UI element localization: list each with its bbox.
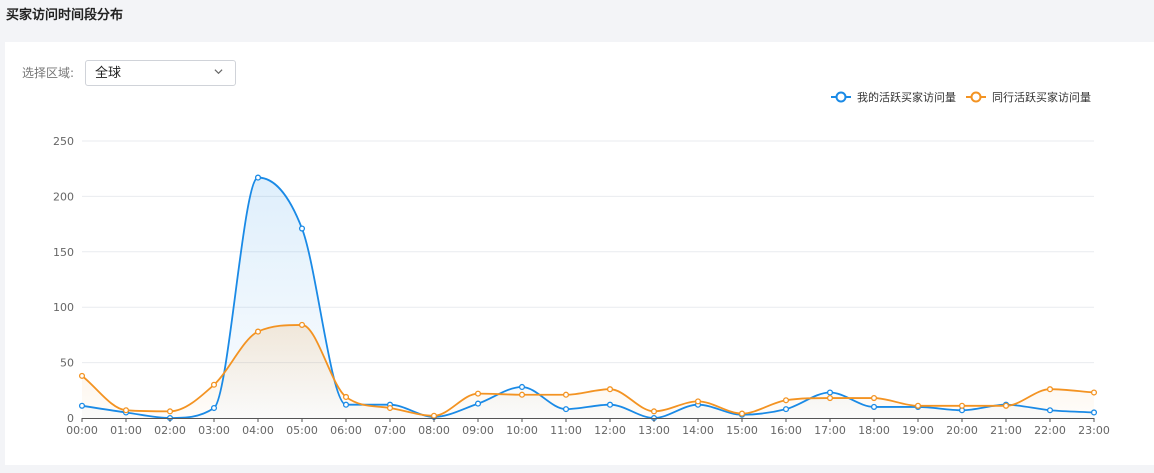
x-tick-label: 20:00 <box>946 424 978 437</box>
legend-circle-icon <box>835 91 847 103</box>
data-point[interactable] <box>298 225 306 232</box>
data-point[interactable] <box>606 401 614 408</box>
region-select-value: 全球 <box>95 66 122 81</box>
x-tick-label: 22:00 <box>1034 424 1066 437</box>
y-tick-label: 0 <box>67 412 74 425</box>
x-tick-label: 23:00 <box>1078 424 1110 437</box>
data-point[interactable] <box>914 402 922 409</box>
data-point[interactable] <box>474 390 482 397</box>
data-point[interactable] <box>606 386 614 393</box>
legend-label: 同行活跃买家访问量 <box>992 90 1091 104</box>
y-tick-label: 250 <box>53 135 74 148</box>
x-tick-label: 14:00 <box>682 424 714 437</box>
data-point[interactable] <box>342 401 350 408</box>
data-point[interactable] <box>474 400 482 407</box>
data-point[interactable] <box>1046 386 1054 393</box>
x-tick-label: 09:00 <box>462 424 494 437</box>
region-filter-label: 选择区域: <box>22 66 75 80</box>
x-tick-label: 04:00 <box>242 424 274 437</box>
x-tick-label: 17:00 <box>814 424 846 437</box>
x-tick-label: 00:00 <box>66 424 98 437</box>
data-point[interactable] <box>298 321 306 328</box>
data-point[interactable] <box>78 372 86 379</box>
data-point[interactable] <box>782 406 790 413</box>
data-point[interactable] <box>254 174 262 181</box>
data-point[interactable] <box>210 404 218 412</box>
y-tick-label: 100 <box>53 301 74 314</box>
data-point[interactable] <box>826 395 834 402</box>
data-point[interactable] <box>826 389 834 396</box>
data-point[interactable] <box>386 404 394 412</box>
series-area-2 <box>82 324 1094 418</box>
x-tick-label: 06:00 <box>330 424 362 437</box>
x-tick-label: 07:00 <box>374 424 406 437</box>
x-tick-label: 19:00 <box>902 424 934 437</box>
x-tick-label: 18:00 <box>858 424 890 437</box>
data-point[interactable] <box>78 402 86 409</box>
chart-panel: 选择区域: 全球 0 50 100 150 200 250 00:00 01:00 02:00 0… <box>5 42 1154 465</box>
y-tick-label: 150 <box>53 246 74 259</box>
data-point[interactable] <box>870 395 878 402</box>
data-point[interactable] <box>518 391 526 398</box>
x-tick-label: 12:00 <box>594 424 626 437</box>
data-point[interactable] <box>958 402 966 409</box>
data-point[interactable] <box>518 383 526 391</box>
x-tick-label: 05:00 <box>286 424 318 437</box>
data-point[interactable] <box>870 403 878 410</box>
x-tick-label: 02:00 <box>154 424 186 437</box>
legend-item-1[interactable]: 我的活跃买家访问量 <box>831 90 956 104</box>
data-point[interactable] <box>430 412 438 419</box>
x-tick-label: 11:00 <box>550 424 582 437</box>
data-point[interactable] <box>1090 389 1098 396</box>
data-point[interactable] <box>1002 402 1010 409</box>
y-tick-label: 50 <box>60 357 74 370</box>
x-tick-label: 01:00 <box>110 424 142 437</box>
data-point[interactable] <box>562 406 570 413</box>
x-tick-label: 16:00 <box>770 424 802 437</box>
x-tick-label: 15:00 <box>726 424 758 437</box>
x-tick-label: 08:00 <box>418 424 450 437</box>
page-title: 买家访问时间段分布 <box>6 8 124 23</box>
x-tick-label: 03:00 <box>198 424 230 437</box>
data-point[interactable] <box>694 398 702 405</box>
data-point[interactable] <box>166 408 174 415</box>
x-tick-label: 13:00 <box>638 424 670 437</box>
legend-item-2[interactable]: 同行活跃买家访问量 <box>966 90 1091 104</box>
data-point[interactable] <box>254 328 262 335</box>
data-point[interactable] <box>782 397 790 404</box>
legend-circle-icon <box>970 91 982 103</box>
legend-label: 我的活跃买家访问量 <box>857 90 956 104</box>
chevron-down-icon <box>214 69 223 75</box>
visit-time-line-chart: 0 50 100 150 200 250 00:00 01:00 02:00 03:00 04:00… <box>53 90 1110 437</box>
data-point[interactable] <box>122 407 130 414</box>
region-select[interactable]: 全球 <box>85 60 236 86</box>
series-area-1 <box>82 177 1094 418</box>
data-point[interactable] <box>342 393 350 400</box>
data-point[interactable] <box>650 408 658 415</box>
data-point[interactable] <box>738 410 746 417</box>
data-point[interactable] <box>1046 407 1054 414</box>
data-point[interactable] <box>562 391 570 398</box>
data-point[interactable] <box>210 381 218 388</box>
x-tick-label: 21:00 <box>990 424 1022 437</box>
data-point[interactable] <box>1090 409 1098 416</box>
y-tick-label: 200 <box>53 190 74 203</box>
x-tick-label: 10:00 <box>506 424 538 437</box>
